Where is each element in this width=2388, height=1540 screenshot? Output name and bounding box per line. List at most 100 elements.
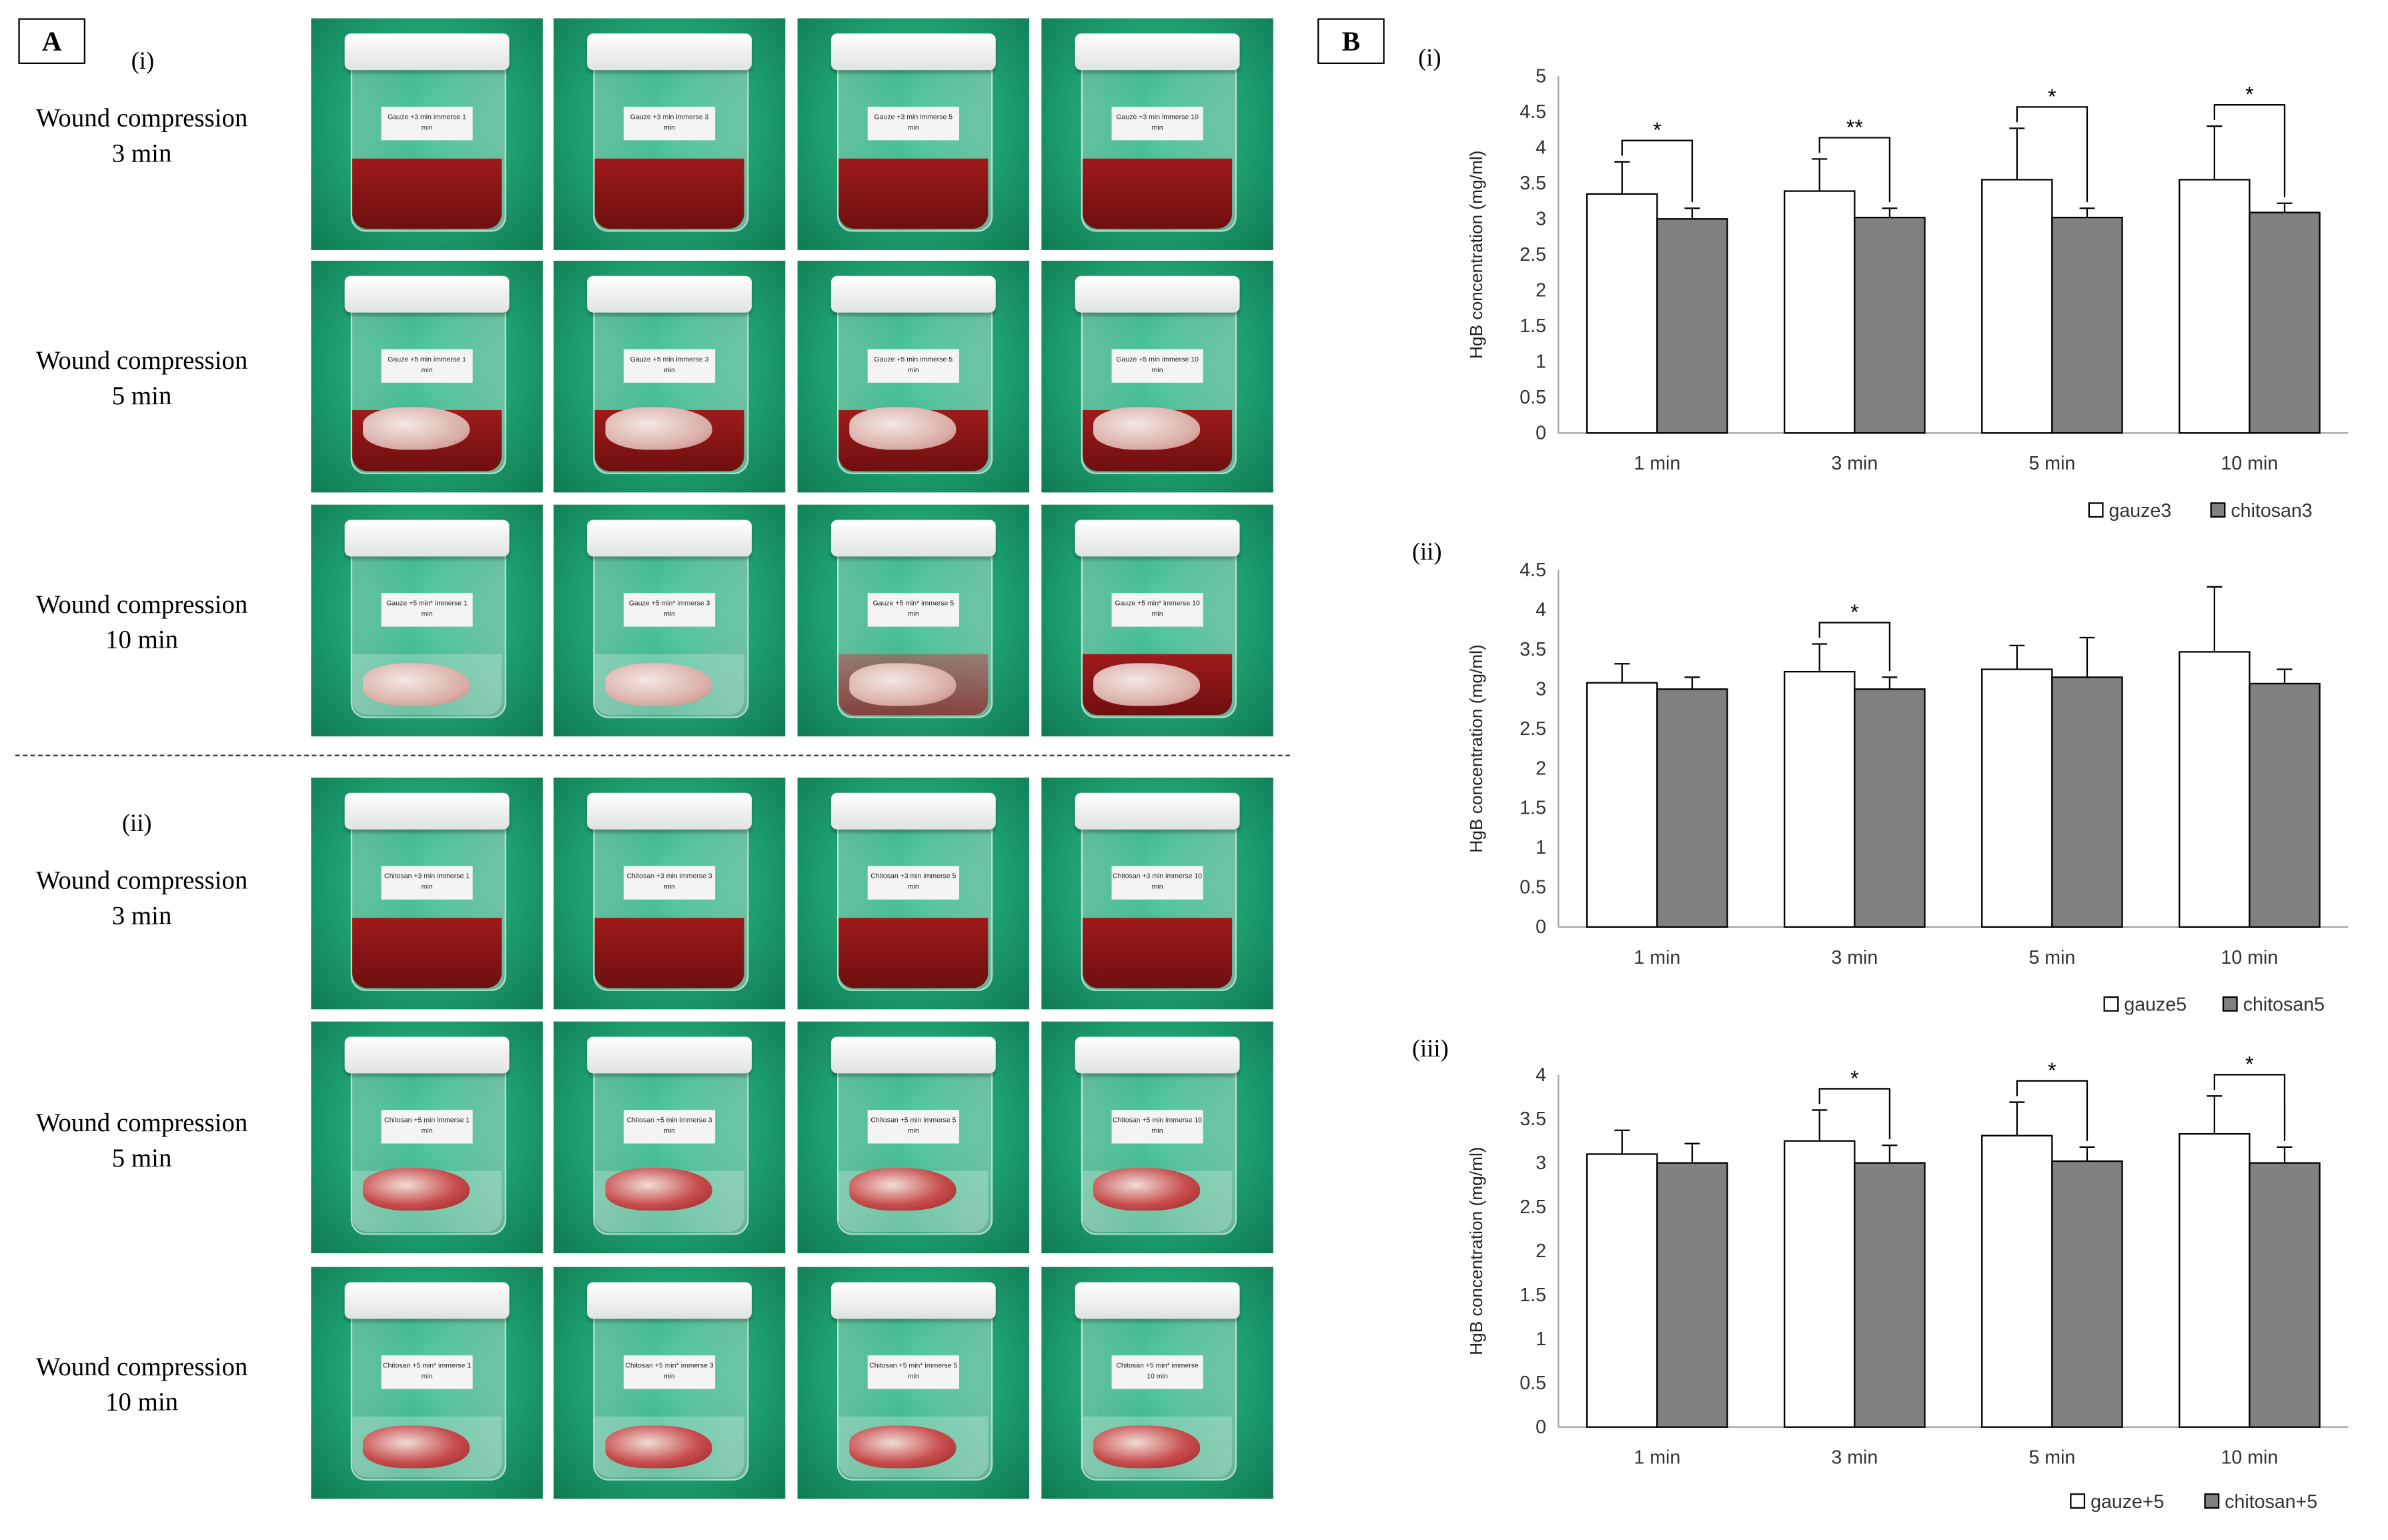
tissue-sample: [1093, 1168, 1201, 1211]
jar-photo: Gauze +5 min immerse 10 min: [1041, 260, 1273, 493]
jar-lid: [830, 792, 996, 830]
tissue-sample: [1093, 407, 1201, 450]
jar-label: Chitosan +5 min* immerse 3 min: [623, 1355, 716, 1389]
y-tick-label: 1: [1536, 351, 1546, 372]
legend-swatch-gauze5: [2103, 996, 2119, 1012]
tissue-sample: [849, 663, 957, 706]
y-tick-label: 0: [1536, 1417, 1546, 1438]
tissue-sample: [363, 1425, 470, 1469]
jar-lid: [1075, 275, 1240, 313]
bar-chitosan3: [1656, 218, 1728, 434]
significance-marker: *: [1850, 600, 1858, 624]
legend-label: chitosan+5: [2225, 1491, 2317, 1513]
y-tick-label: 4: [1536, 1064, 1546, 1086]
jar-lid: [830, 1036, 996, 1074]
y-tick-label: 4: [1536, 137, 1546, 158]
significance-bracket: [1818, 137, 1891, 203]
jar-photo: Gauze +5 min immerse 3 min: [553, 260, 786, 493]
jar-photo: Gauze +3 min immerse 10 min: [1041, 18, 1273, 250]
legend-label: gauze+5: [2091, 1491, 2164, 1513]
y-axis-label: HgB concentration (mg/ml): [1466, 644, 1486, 852]
jar-photo: Chitosan +5 min immerse 10 min: [1041, 1021, 1273, 1254]
bar-chitosan5: [1656, 688, 1728, 928]
significance-marker: *: [1653, 118, 1661, 142]
bar-chitosan3: [1854, 216, 1926, 434]
y-tick-label: 3.5: [1520, 1108, 1546, 1130]
jar-label: Gauze +3 min immerse 1 min: [381, 107, 473, 141]
bar-gauze5: [2179, 651, 2251, 928]
jar-photo: Chitosan +5 min immerse 3 min: [553, 1021, 786, 1254]
jar-photo: Gauze +5 min* immerse 3 min: [553, 504, 786, 737]
jar-photo: Gauze +3 min immerse 3 min: [553, 18, 786, 250]
x-tick-label: 5 min: [2028, 1447, 2075, 1469]
y-tick-label: 4: [1536, 600, 1546, 621]
legend-swatch-chitosan3: [2210, 502, 2226, 518]
bar-gauze+5: [1586, 1153, 1658, 1428]
significance-bracket: [1818, 1088, 1891, 1140]
y-tick-label: 0.5: [1520, 877, 1546, 898]
jar-photo: Gauze +5 min immerse 5 min: [797, 260, 1030, 493]
y-tick-label: 0.5: [1520, 387, 1546, 408]
significance-marker: *: [1850, 1066, 1858, 1090]
jar-lid: [344, 1282, 510, 1319]
bar-gauze3: [1981, 179, 2053, 434]
bar-chitosan5: [1854, 688, 1926, 928]
x-tick-label: 1 min: [1634, 1447, 1680, 1469]
jar-label: Chitosan +5 min immerse 10 min: [1111, 1110, 1203, 1144]
jar-photo: Chitosan +5 min* immerse 3 min: [553, 1267, 786, 1499]
chart-iii-panel-label: (iii): [1411, 1036, 1449, 1063]
tissue-sample: [605, 407, 712, 450]
jar-liquid: [594, 158, 744, 229]
tissue-sample: [1093, 663, 1201, 706]
legend-label: chitosan3: [2231, 500, 2312, 522]
jar-lid: [587, 275, 752, 313]
legend-label: chitosan5: [2243, 994, 2325, 1016]
bar-chart-ii: HgB concentration (mg/ml) 0 0.5 1 1.5 2 2.5 3 3.…: [1466, 560, 2349, 1016]
y-tick-label: 1.5: [1520, 1285, 1546, 1306]
row-label: Wound compression 5 min: [35, 345, 248, 410]
x-tick-label: 10 min: [2221, 947, 2279, 968]
significance-bracket: [1818, 622, 1891, 672]
bar-gauze5: [1586, 682, 1658, 928]
y-tick-label: 2.5: [1520, 718, 1546, 740]
y-tick-label: 3: [1536, 678, 1546, 700]
x-tick-label: 10 min: [2221, 1447, 2279, 1469]
jar-liquid: [352, 918, 502, 988]
bar-gauze5: [1981, 668, 2053, 928]
jar-lid: [344, 1036, 510, 1074]
jar-photo: Chitosan +3 min immerse 10 min: [1041, 777, 1273, 1010]
tissue-sample: [849, 1168, 957, 1211]
jar-photo: Gauze +5 min* immerse 5 min: [797, 504, 1030, 737]
jar-photo: Chitosan +5 min* immerse 5 min: [797, 1267, 1030, 1499]
jar-lid: [830, 33, 996, 71]
y-tick-label: 2.5: [1520, 244, 1546, 265]
y-tick-label: 4.5: [1520, 560, 1546, 581]
y-tick-label: 2: [1536, 758, 1546, 779]
x-tick-label: 3 min: [1831, 947, 1878, 968]
y-tick-label: 3.5: [1520, 173, 1546, 194]
jar-liquid: [594, 918, 744, 988]
tissue-sample: [605, 1168, 712, 1211]
jar-photo: Gauze +5 min* immerse 1 min: [311, 504, 543, 737]
bar-chitosan3: [2249, 211, 2321, 434]
significance-bracket: [2213, 104, 2286, 197]
row-label: Wound compression 10 min: [35, 590, 248, 654]
group-ii-label: (ii): [121, 811, 152, 838]
panel-b-label: B: [1317, 18, 1385, 65]
tissue-sample: [849, 407, 957, 450]
x-tick-label: 3 min: [1831, 453, 1878, 474]
jar-lid: [830, 275, 996, 313]
significance-bracket: [2016, 106, 2088, 203]
y-tick-label: 2: [1536, 279, 1546, 301]
x-tick-label: 10 min: [2221, 453, 2279, 474]
significance-marker: *: [2245, 1052, 2253, 1076]
y-tick-label: 0: [1536, 422, 1546, 444]
jar-label: Gauze +3 min immerse 3 min: [623, 107, 716, 141]
jar-label: Chitosan +3 min immerse 1 min: [381, 866, 473, 900]
x-tick-label: 5 min: [2028, 947, 2075, 968]
chart-ii-panel-label: (ii): [1411, 540, 1442, 566]
bar-chart-i: HgB concentration (mg/ml) 0 0.5 1 1.5 2 2.5 3 3.…: [1466, 65, 2349, 522]
jar-label: Chitosan +5 min* immerse 1 min: [381, 1355, 473, 1389]
jar-photo: Gauze +3 min immerse 1 min: [311, 18, 543, 250]
tissue-sample: [363, 1168, 470, 1211]
